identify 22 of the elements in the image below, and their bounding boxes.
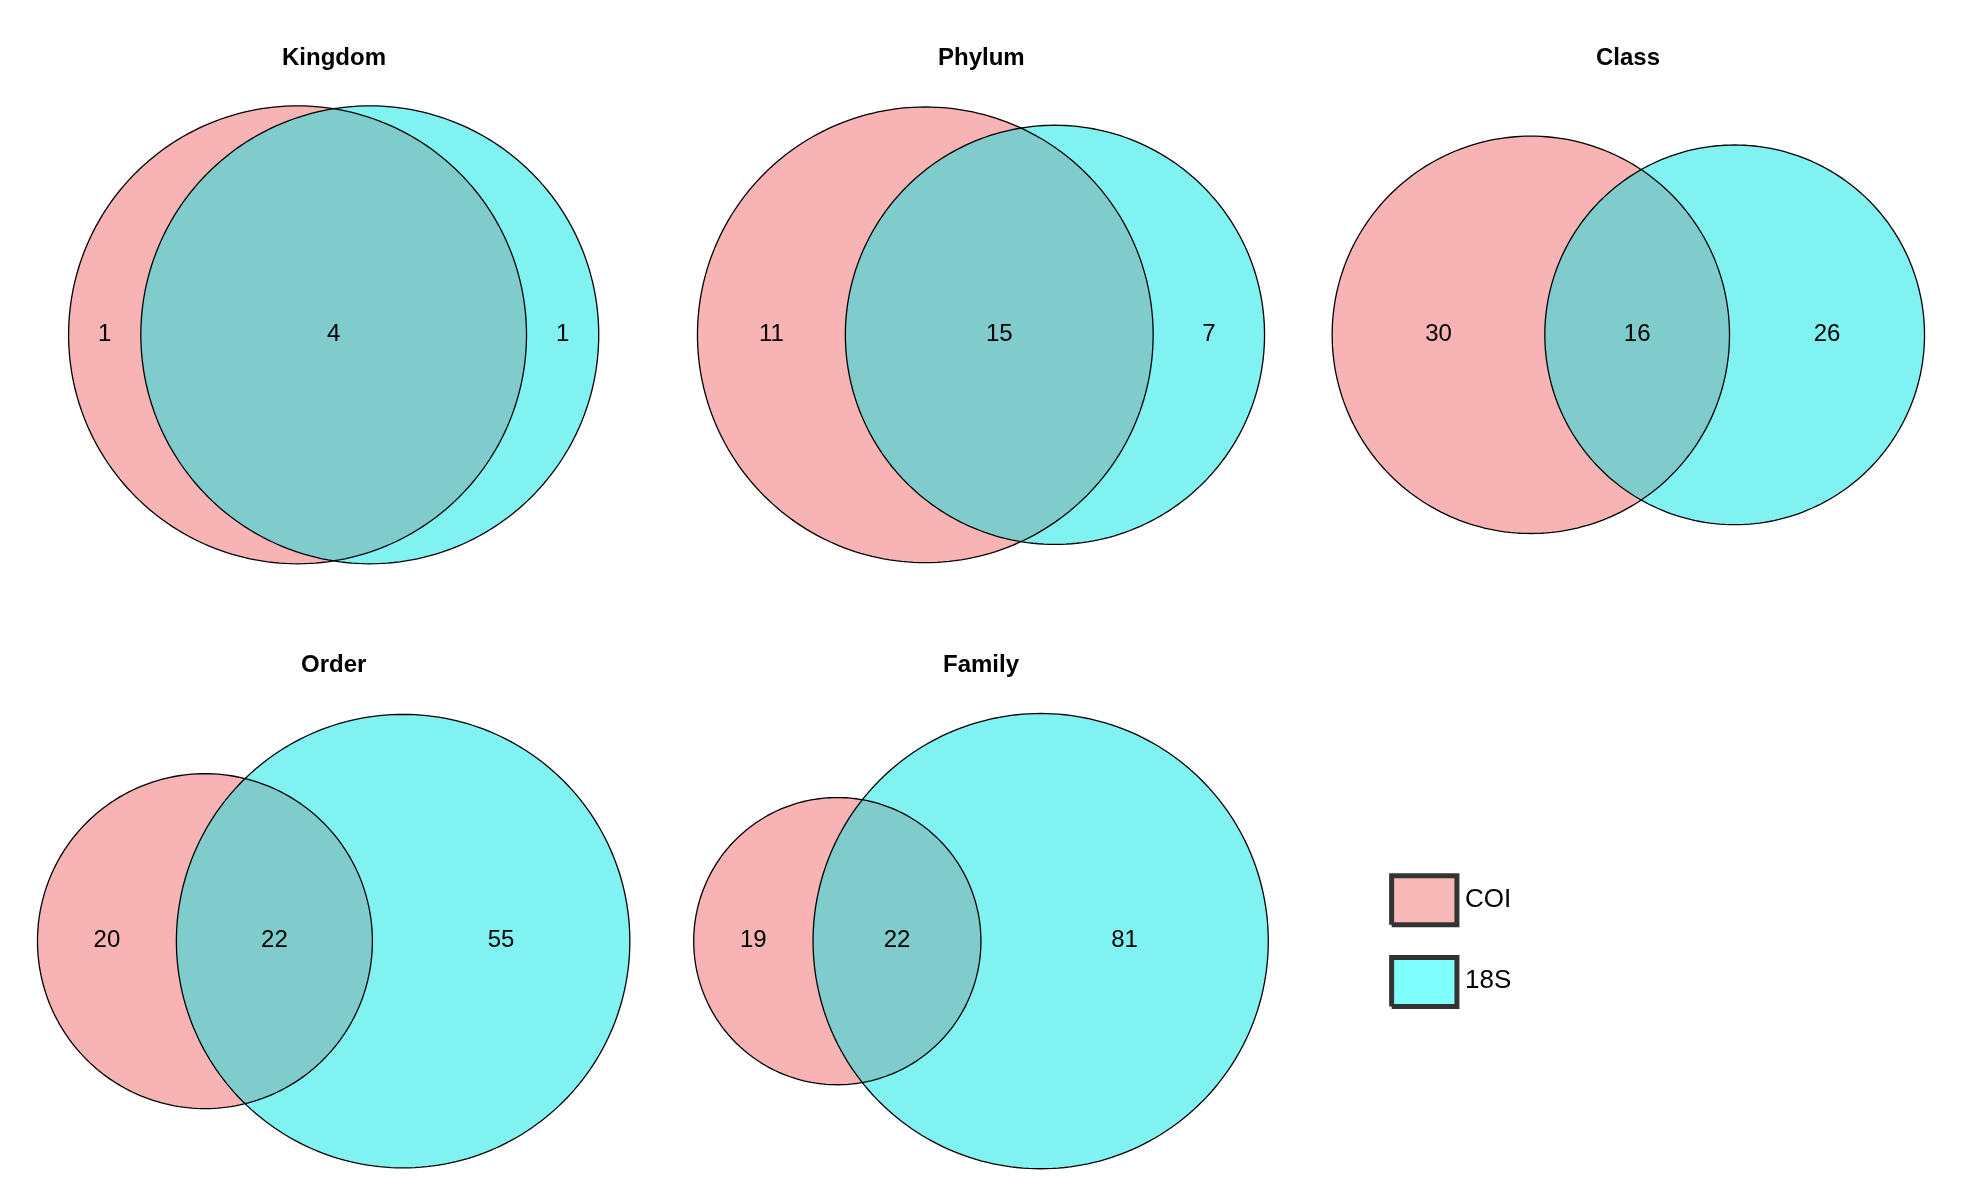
- text: Phylum: [938, 43, 1025, 70]
- data-label: 81: [1111, 925, 1138, 953]
- data-label: 1: [555, 318, 570, 346]
- text: Family: [943, 650, 1020, 677]
- text: Order: [301, 650, 367, 677]
- category-label: COI: [1465, 882, 1512, 913]
- data-label: 30: [1425, 318, 1452, 346]
- text: Kingdom: [282, 43, 386, 70]
- data-label: 4: [326, 318, 341, 346]
- data-label: 55: [487, 925, 515, 953]
- data-label: 20: [93, 925, 121, 953]
- data-label: 22: [261, 925, 288, 953]
- text: Class: [1596, 43, 1661, 70]
- data-label: 26: [1813, 318, 1841, 346]
- data-label: 1: [98, 318, 112, 346]
- data-label: 22: [883, 925, 911, 953]
- data-label: 11: [758, 318, 784, 346]
- data-label: 7: [1202, 318, 1216, 346]
- data-label: 19: [740, 925, 767, 953]
- data-label: 15: [985, 318, 1013, 346]
- data-label: 16: [1623, 318, 1651, 346]
- category-label: 18S: [1465, 964, 1512, 995]
